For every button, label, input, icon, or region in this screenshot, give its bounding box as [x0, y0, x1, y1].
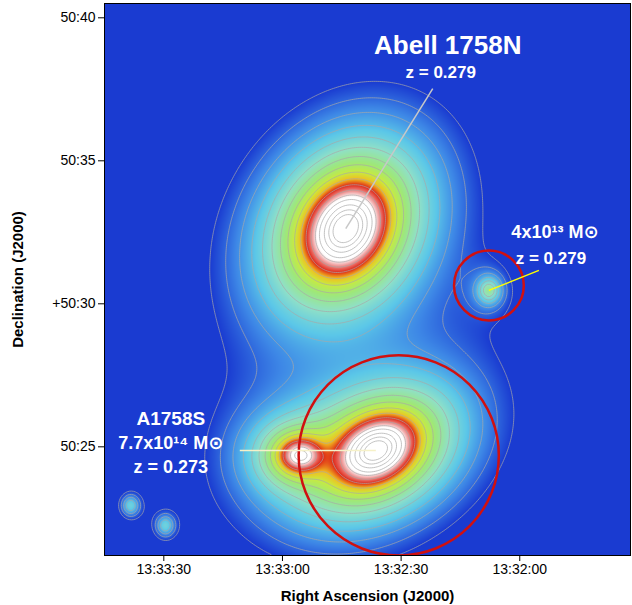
svg-text:50:25: 50:25	[60, 438, 95, 454]
svg-text:Declination (J2000): Declination (J2000)	[9, 211, 26, 348]
svg-text:A1758S: A1758S	[136, 408, 205, 429]
svg-text:50:40: 50:40	[60, 9, 95, 25]
svg-text:13:32:00: 13:32:00	[493, 561, 548, 577]
svg-text:z = 0.273: z = 0.273	[134, 457, 209, 477]
svg-text:Abell 1758N: Abell 1758N	[374, 30, 521, 60]
svg-text:13:33:00: 13:33:00	[255, 561, 310, 577]
svg-text:13:33:30: 13:33:30	[137, 561, 192, 577]
svg-text:z = 0.279: z = 0.279	[406, 63, 476, 82]
svg-text:z = 0.279: z = 0.279	[516, 249, 586, 268]
svg-text:13:32:30: 13:32:30	[374, 561, 429, 577]
svg-text:7.7x10¹⁴ M⊙: 7.7x10¹⁴ M⊙	[118, 433, 223, 453]
svg-text:+50:30: +50:30	[52, 295, 95, 311]
svg-text:Right Ascension (J2000): Right Ascension (J2000)	[281, 587, 455, 604]
svg-text:50:35: 50:35	[60, 152, 95, 168]
svg-text:4x10¹³ M⊙: 4x10¹³ M⊙	[511, 222, 598, 242]
